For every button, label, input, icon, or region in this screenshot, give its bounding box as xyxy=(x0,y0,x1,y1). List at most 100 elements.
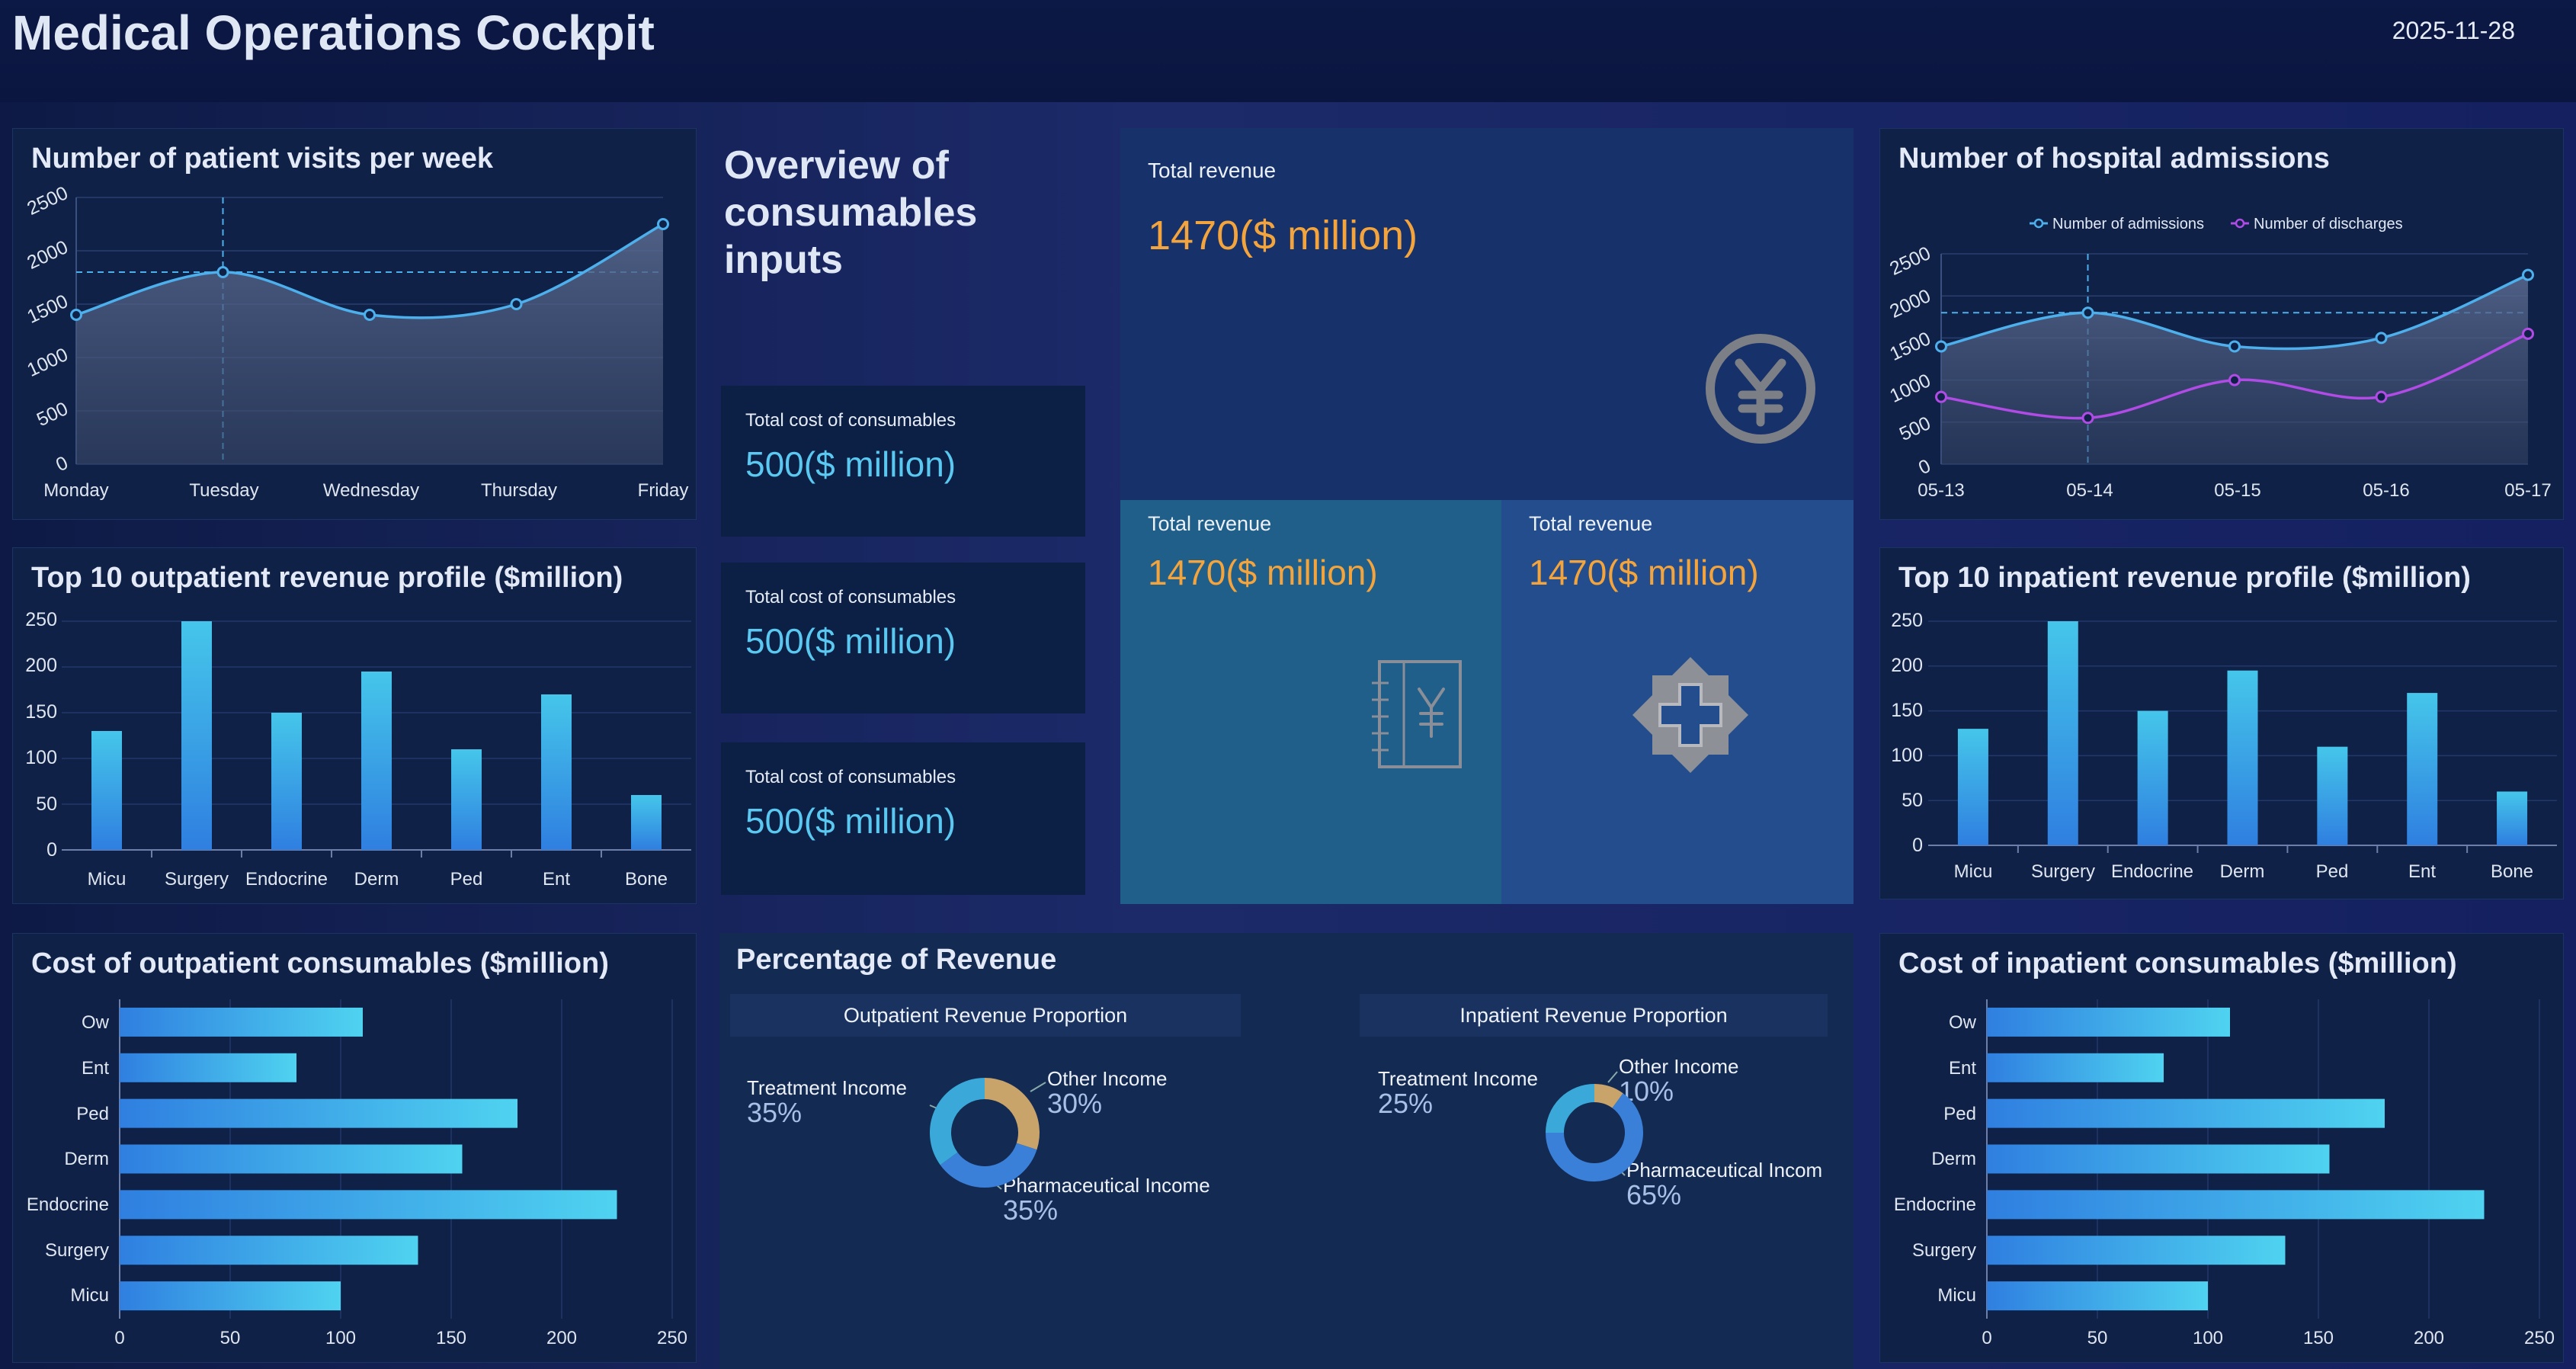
y-tick-label: Ent xyxy=(1949,1058,1976,1079)
data-point xyxy=(70,309,82,321)
x-tick-label: 05-16 xyxy=(2363,480,2409,501)
inpatient-revenue-panel: Top 10 inpatient revenue profile ($milli… xyxy=(1879,547,2564,899)
donut-label-name: Pharmaceutical Income xyxy=(1003,1174,1210,1197)
x-tick-label: Bone xyxy=(2491,861,2533,882)
x-tick-label: Micu xyxy=(88,869,127,890)
x-tick-label: Derm xyxy=(354,869,399,890)
bar xyxy=(271,713,302,850)
y-tick-label: Ow xyxy=(82,1012,110,1033)
x-tick-label: Micu xyxy=(1954,861,1993,882)
consumables-card-value: 500($ million) xyxy=(745,621,956,661)
bar xyxy=(1957,729,1988,845)
y-tick-label: 200 xyxy=(25,655,57,676)
revenue-percentage-panel: Percentage of Revenue Outpatient Revenue… xyxy=(719,933,1854,1369)
x-tick-label: 100 xyxy=(325,1328,356,1348)
bar xyxy=(91,731,122,850)
y-tick-label: Surgery xyxy=(45,1240,109,1261)
donut-label-name: Treatment Income xyxy=(1378,1067,1538,1090)
legend-discharges: Number of discharges xyxy=(2254,216,2403,232)
data-point xyxy=(2228,374,2241,386)
x-tick-label: 250 xyxy=(2524,1328,2555,1348)
data-point xyxy=(364,309,376,321)
inpatient-revenue-chart: 0 50 100 150 200 250 Micu Surgery Endocr… xyxy=(1891,610,2557,882)
page-title: Medical Operations Cockpit xyxy=(12,5,655,60)
data-point xyxy=(1935,390,1947,403)
x-tick-label: Derm xyxy=(2220,861,2265,882)
admissions-title: Number of hospital admissions xyxy=(1898,143,2330,175)
outpatient-revenue-chart: 0 50 100 150 200 250 Micu Surgery Endocr… xyxy=(25,609,691,890)
donut-slice xyxy=(940,1143,1037,1188)
bar xyxy=(631,795,662,850)
y-tick-label: 1500 xyxy=(1886,328,1934,365)
x-axis-labels: 0 50 100 150 200 250 xyxy=(1982,1328,2555,1348)
revenue-tile-value: 1470($ million) xyxy=(1529,553,1759,592)
data-point xyxy=(2081,306,2094,319)
x-tick-label: Wednesday xyxy=(323,480,419,501)
revenue-tile-value: 1470($ million) xyxy=(1148,213,1418,258)
y-tick-label: Ped xyxy=(76,1104,109,1124)
bar xyxy=(1987,1281,2208,1311)
data-point xyxy=(657,218,669,230)
donut-slice xyxy=(1546,1093,1643,1181)
y-tick-label: Derm xyxy=(64,1149,109,1169)
outpatient-proportion-header: Outpatient Revenue Proportion xyxy=(730,994,1241,1037)
x-tick-label: Ped xyxy=(2316,861,2349,882)
y-tick-label: Derm xyxy=(1931,1149,1976,1169)
outpatient-consumables-chart: Ow Ent Ped Derm Endocrine Surgery Micu 0… xyxy=(27,999,687,1348)
outpatient-revenue-panel: Top 10 outpatient revenue profile ($mill… xyxy=(12,547,697,904)
y-tick-label: 2000 xyxy=(1886,285,1934,322)
consumables-overview: Overview of consumables inputs Total cos… xyxy=(709,128,1090,906)
outpatient-donut-labels: Treatment Income 35% Other Income 30% Ph… xyxy=(747,1067,1210,1226)
bar xyxy=(2407,693,2438,845)
data-point xyxy=(1935,340,1947,353)
bar xyxy=(1987,1007,2230,1037)
x-tick-label: Ped xyxy=(450,869,483,890)
bar xyxy=(120,1053,296,1082)
data-point xyxy=(2375,390,2388,403)
x-axis-labels: 05-13 05-14 05-15 05-16 05-17 xyxy=(1918,480,2551,501)
donut-slice xyxy=(984,1078,1040,1150)
bar xyxy=(120,1098,517,1128)
x-tick-label: 150 xyxy=(2303,1328,2334,1348)
inpatient-consumables-panel: Cost of inpatient consumables ($million)… xyxy=(1879,933,2564,1363)
consumables-card-value: 500($ million) xyxy=(745,444,956,484)
x-tick-label: 150 xyxy=(436,1328,466,1348)
y-tick-label: 500 xyxy=(1896,412,1934,445)
consumables-card-label: Total cost of consumables xyxy=(745,410,956,431)
donut-label-pct: 35% xyxy=(747,1097,802,1128)
bar xyxy=(1987,1190,2485,1220)
bar xyxy=(1987,1144,2330,1174)
revenue-tile-ledger: Total revenue 1470($ million) xyxy=(1120,500,1501,904)
donut-label-name: Treatment Income xyxy=(747,1076,907,1099)
bar xyxy=(2317,746,2348,845)
x-tick-label: Ent xyxy=(543,869,570,890)
admissions-panel: Number of hospital admissions Number of … xyxy=(1879,128,2564,520)
x-tick-label: 100 xyxy=(2193,1328,2223,1348)
y-tick-label: 50 xyxy=(1902,790,1923,811)
x-tick-label: Bone xyxy=(625,869,668,890)
x-tick-label: Tuesday xyxy=(189,480,258,501)
data-point xyxy=(2522,327,2534,340)
y-axis-labels: Ow Ent Ped Derm Endocrine Surgery Micu xyxy=(1894,1012,1977,1306)
inpatient-consumables-chart: Ow Ent Ped Derm Endocrine Surgery Micu 0… xyxy=(1894,999,2555,1348)
revenue-percentage-title: Percentage of Revenue xyxy=(736,944,1057,976)
y-tick-label: 50 xyxy=(36,794,57,815)
header-date: 2025-11-28 xyxy=(2392,17,2515,44)
y-axis-labels: 0 500 1000 1500 2000 2500 xyxy=(1886,242,1934,479)
consumables-card: Total cost of consumables 500($ million) xyxy=(721,742,1085,895)
revenue-tile-label: Total revenue xyxy=(1148,512,1272,535)
donut-label-name: Pharmaceutical Incom xyxy=(1626,1159,1822,1181)
donut-label-name: Other Income xyxy=(1619,1055,1739,1078)
inpatient-consumables-title: Cost of inpatient consumables ($million) xyxy=(1898,947,2457,979)
donut-label-pct: 25% xyxy=(1378,1088,1433,1119)
data-point xyxy=(2228,340,2241,353)
revenue-tile-cross: Total revenue 1470($ million) xyxy=(1501,500,1854,904)
y-tick-label: 0 xyxy=(1915,455,1934,479)
consumables-overview-title: Overview of consumables inputs xyxy=(724,143,978,282)
bar xyxy=(2227,670,2258,845)
y-tick-label: 150 xyxy=(25,701,57,723)
x-tick-label: 05-13 xyxy=(1918,480,1964,501)
revenue-tile-main: Total revenue 1470($ million) xyxy=(1120,128,1854,500)
bar xyxy=(120,1281,341,1311)
bar xyxy=(2137,710,2168,845)
